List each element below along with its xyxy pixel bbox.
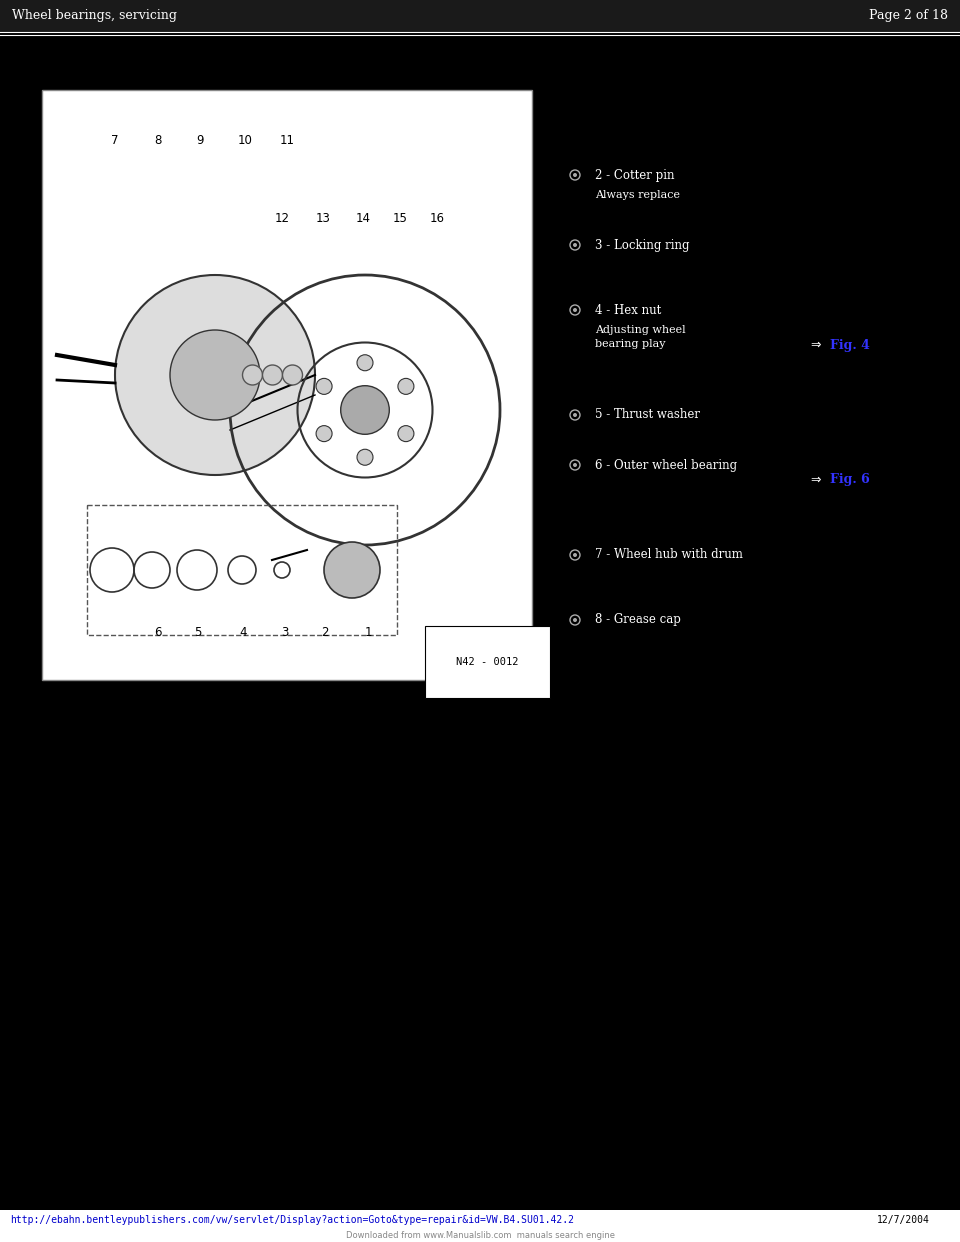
Text: 8: 8	[155, 133, 161, 147]
Circle shape	[316, 426, 332, 442]
Text: 3 - Locking ring: 3 - Locking ring	[595, 238, 689, 251]
Text: 14: 14	[355, 211, 371, 225]
Text: 5 - Thrust washer: 5 - Thrust washer	[595, 409, 700, 421]
Text: 16: 16	[429, 211, 444, 225]
Text: 7: 7	[111, 133, 119, 147]
Text: 3: 3	[281, 626, 289, 638]
Circle shape	[115, 274, 315, 474]
Text: bearing play: bearing play	[595, 339, 665, 349]
Text: 10: 10	[237, 133, 252, 147]
Circle shape	[324, 542, 380, 597]
Circle shape	[573, 243, 577, 247]
Circle shape	[573, 308, 577, 312]
Text: 4: 4	[239, 626, 247, 638]
Text: 4 - Hex nut: 4 - Hex nut	[595, 303, 661, 317]
Circle shape	[282, 365, 302, 385]
Text: 9: 9	[196, 133, 204, 147]
Text: 11: 11	[279, 133, 295, 147]
Text: 6 - Outer wheel bearing: 6 - Outer wheel bearing	[595, 458, 737, 472]
Text: 5: 5	[194, 626, 202, 638]
Text: Page 2 of 18: Page 2 of 18	[869, 10, 948, 22]
Circle shape	[573, 619, 577, 622]
Text: 6: 6	[155, 626, 161, 638]
Text: ⇒: ⇒	[810, 339, 821, 351]
Text: Wheel bearings, servicing: Wheel bearings, servicing	[12, 10, 177, 22]
Circle shape	[243, 365, 262, 385]
Circle shape	[397, 426, 414, 442]
Circle shape	[357, 355, 373, 371]
Bar	[87, 505, 397, 635]
Bar	[0, 0, 960, 32]
Text: Fig. 4: Fig. 4	[830, 339, 870, 351]
Circle shape	[397, 379, 414, 395]
Text: N42 - 0012: N42 - 0012	[456, 657, 518, 667]
Circle shape	[316, 379, 332, 395]
Text: Fig. 6: Fig. 6	[830, 473, 870, 487]
Text: 8 - Grease cap: 8 - Grease cap	[595, 614, 681, 626]
Bar	[0, 1210, 960, 1242]
Text: ⇒: ⇒	[810, 473, 821, 487]
Circle shape	[170, 330, 260, 420]
Text: 2: 2	[322, 626, 328, 638]
Circle shape	[357, 450, 373, 466]
Text: 12/7/2004: 12/7/2004	[877, 1215, 930, 1225]
Circle shape	[573, 414, 577, 417]
Text: 12: 12	[275, 211, 290, 225]
Text: 7 - Wheel hub with drum: 7 - Wheel hub with drum	[595, 549, 743, 561]
Text: 2 - Cotter pin: 2 - Cotter pin	[595, 169, 675, 181]
Circle shape	[341, 386, 390, 435]
Text: Adjusting wheel: Adjusting wheel	[595, 325, 685, 335]
Text: 15: 15	[393, 211, 407, 225]
Text: Downloaded from www.Manualslib.com  manuals search engine: Downloaded from www.Manualslib.com manua…	[346, 1232, 614, 1241]
Circle shape	[573, 553, 577, 556]
Text: 1: 1	[364, 626, 372, 638]
Text: http://ebahn.bentleypublishers.com/vw/servlet/Display?action=Goto&type=repair&id: http://ebahn.bentleypublishers.com/vw/se…	[10, 1215, 574, 1225]
Text: Always replace: Always replace	[595, 190, 680, 200]
Bar	[42, 89, 532, 681]
Circle shape	[573, 173, 577, 178]
Circle shape	[573, 463, 577, 467]
Text: 13: 13	[316, 211, 330, 225]
Circle shape	[262, 365, 282, 385]
